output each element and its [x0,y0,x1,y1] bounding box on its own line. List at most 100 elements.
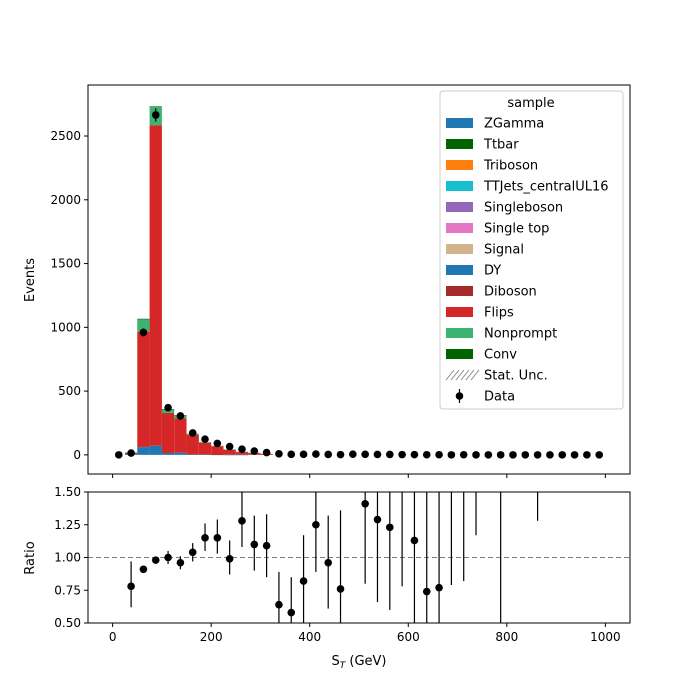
ratio-point [139,565,148,574]
ratio-point [151,556,160,564]
bar-diboson [137,446,150,448]
ratio-xtick-label: 200 [200,630,223,644]
data-point [238,445,246,453]
data-point [484,451,493,459]
ratio-panel: 0.50 0.75 1.00 1.25 1.50 0 200 400 600 800 1000 Ra… [23,485,631,671]
ratio-point [422,587,431,596]
ratio-ytick-label: 1.50 [54,485,81,499]
ratio-plot-frame [87,491,631,624]
data-point [299,450,308,459]
data-point [595,451,604,459]
bar-flips [161,413,175,453]
legend-box [439,90,624,410]
data-point [213,439,222,448]
bar-dy [174,452,187,455]
legend-hatch-line [460,369,470,381]
data-point [349,450,357,459]
ratio-point [225,555,234,563]
data-point [385,450,394,459]
legend: sample ZGamma Ttbar Triboson TTJets_central… [439,90,624,410]
data-point [151,111,160,119]
main-ytick-label: 1000 [50,320,81,334]
ratio-xtick-label: 600 [397,630,420,644]
legend-data-marker [455,392,464,400]
data-point [201,435,209,443]
legend-swatch [446,223,473,233]
bar-diboson [211,454,224,455]
main-ytick-label: 500 [58,384,81,398]
legend-label: Flips [484,306,514,321]
bar-diboson [161,452,175,454]
data-point [496,451,505,459]
ratio-point [336,585,345,593]
ratio-point [312,520,320,529]
main-axes: 0 500 1000 1500 2000 2500 [50,129,606,478]
bar-flips [235,451,249,455]
data-point [188,429,197,437]
legend-hatch-line [445,369,455,381]
data-point [521,451,530,459]
stacked-histogram [124,106,273,456]
legend-label: TTJets_centralUL16 [483,180,609,195]
legend-label: Signal [484,243,524,258]
legend-label: Nonprompt [484,327,557,342]
legend-label: Ttbar [483,138,519,153]
ratio-point [262,541,271,550]
data-point [570,451,579,459]
bar-flips [137,331,150,447]
bar-dy [235,454,249,456]
legend-label: Data [484,390,515,405]
main-plot-frame [87,84,631,475]
legend-swatch [446,118,473,128]
legend-swatch [446,349,473,359]
ratio-point [176,558,185,567]
data-point [324,450,333,459]
ratio-ytick-label: 0.50 [54,616,81,630]
ratio-point [275,600,283,609]
bar-dy [223,454,236,456]
main-ytick-label: 2500 [50,129,81,143]
data-point [336,450,345,459]
legend-label: Singleboson [484,201,563,216]
bar-flips [186,434,199,454]
ratio-point [410,536,419,545]
data-point [509,451,517,459]
bar-conv [149,106,162,107]
bar-flips [198,442,212,455]
data-point [472,451,480,459]
data-points [114,108,604,459]
data-point [164,403,172,412]
bar-dy [149,445,162,455]
main-ytick-label: 1500 [50,257,81,271]
ratio-point [188,548,197,557]
legend-swatch [446,328,473,338]
data-point [447,451,456,459]
legend-hatch [445,369,480,381]
data-point [176,412,185,420]
data-point [422,450,431,459]
ratio-xtick-label: 1000 [590,630,621,644]
ratio-point [201,534,209,542]
bar-flips [211,446,224,455]
data-point [435,450,443,459]
legend-label: Conv [484,348,517,363]
data-point [558,451,567,459]
bar-diboson [174,452,187,453]
ratio-point [213,534,222,542]
ratio-ytick-label: 1.00 [54,551,81,565]
ratio-point [373,515,382,524]
data-point [139,328,148,337]
legend-swatch [446,160,473,170]
data-point [250,447,259,455]
ratio-point [127,582,135,591]
bar-diboson [186,453,199,455]
ratio-ytick-label: 0.75 [54,583,81,597]
ratio-axes: 0.50 0.75 1.00 1.25 1.50 0 200 400 600 800 1000 [54,485,630,644]
legend-swatch [446,265,473,275]
legend-swatch [446,307,473,317]
legend-label: Diboson [484,285,537,300]
bar-flips [174,418,187,453]
bar-diboson [149,445,162,446]
data-point [533,451,542,459]
ratio-point [361,499,369,508]
